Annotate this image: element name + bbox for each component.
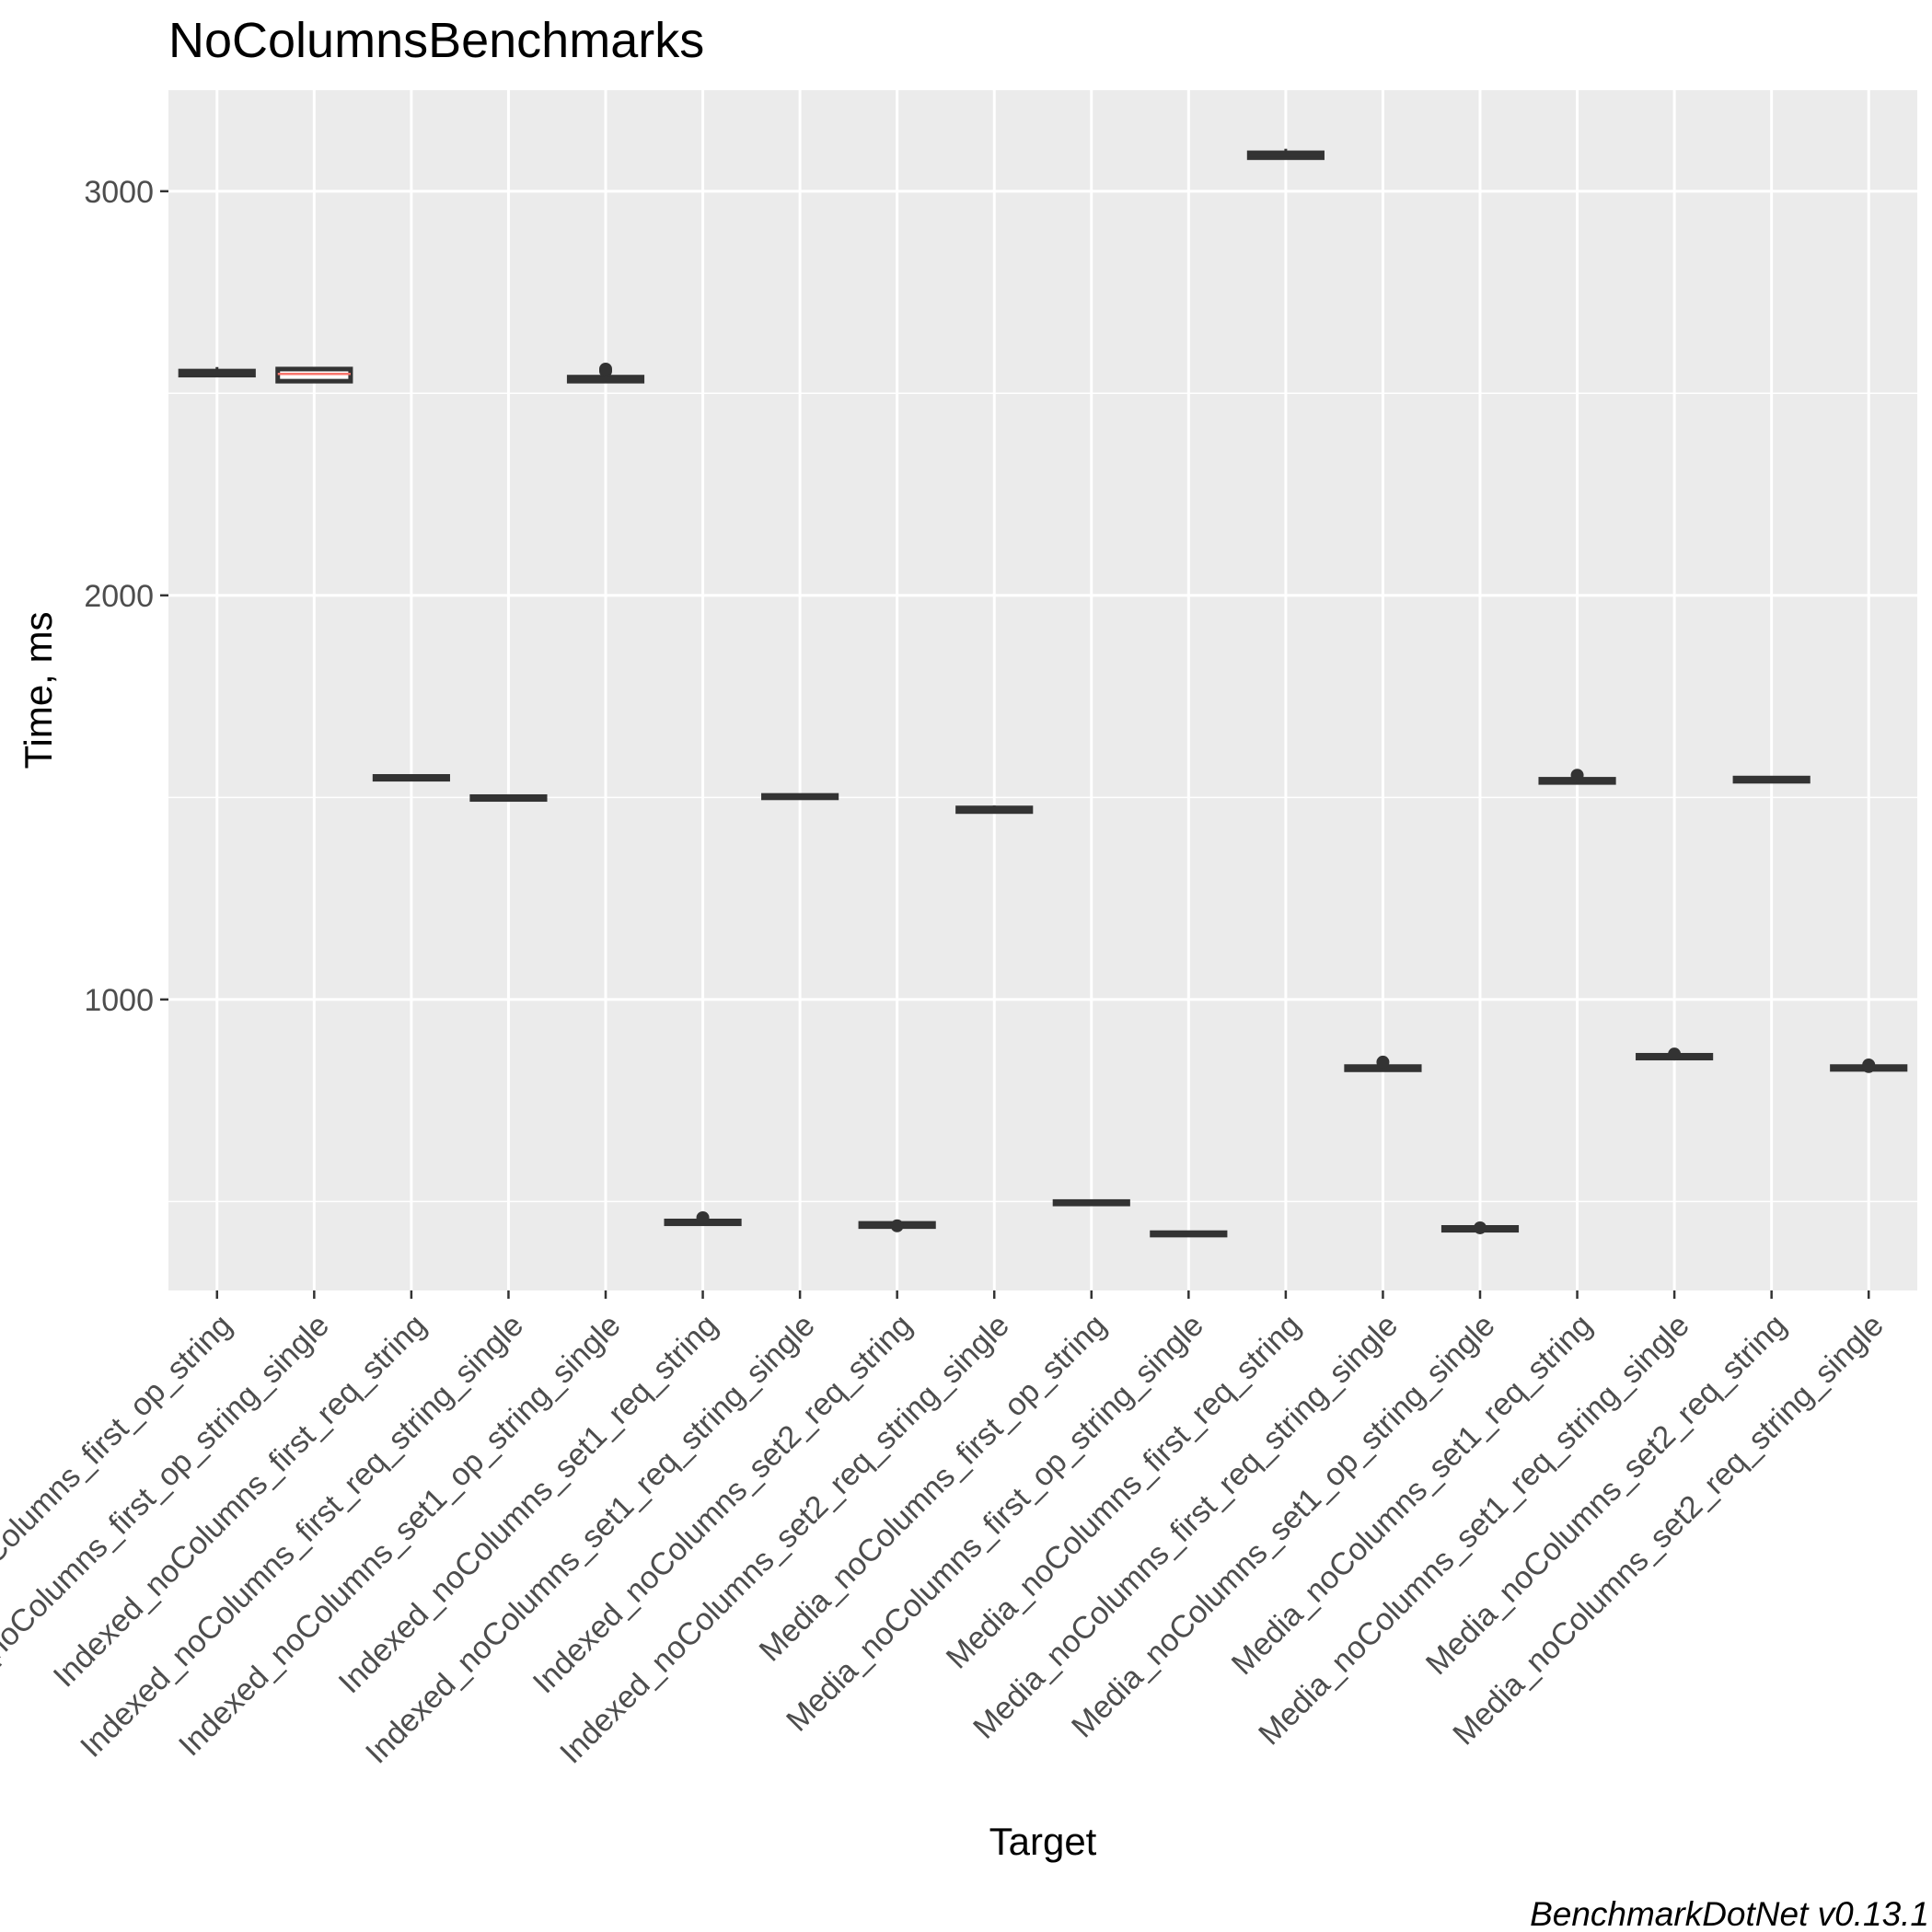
y-axis: 1000 2000 3000 [84,175,168,1018]
box-plot [1440,1221,1520,1234]
box-plot [178,366,256,378]
box-plot [1830,1059,1908,1073]
y-tick-label: 3000 [84,175,154,210]
box-plot [664,1210,742,1227]
box-plot [1246,148,1325,160]
box-plot [469,793,548,803]
grid-lines [168,90,1917,1290]
box-outlier-point [1376,1055,1390,1069]
box-plot [372,774,450,782]
box-body [275,366,353,384]
chart-title: NoColumnsBenchmarks [168,13,704,68]
y-axis-title: Time, ms [17,611,60,769]
x-tick-label: Indexed_noColumns_set2_req_string_single [553,1308,1016,1771]
box-outlier-point [1474,1221,1487,1234]
box-outlier-point [890,1219,904,1232]
x-tick-label: Indexed_noColumns_set1_req_string_single [359,1308,822,1771]
chart-caption: BenchmarkDotNet v0.13.1 [1530,1895,1929,1932]
box-plot [1344,1055,1422,1072]
y-tick-label: 2000 [84,579,154,614]
x-tick-label: Indexed_noColumns_first_req_string_singl… [74,1308,530,1764]
x-tick-label: Media_noColumns_first_req_string [940,1308,1308,1676]
box-outlier-point [1668,1047,1682,1061]
x-axis: Indexed_noColumns_first_op_stringIndexed… [0,1290,1891,1770]
x-tick-label: Indexed_noColumns_set1_op_string_single [172,1308,628,1764]
box-plot [275,366,353,384]
box-outlier-point [599,362,612,376]
box-plot [1150,1230,1228,1238]
box-plot [1538,769,1616,785]
box-plot [858,1219,936,1232]
box-plot [955,805,1034,815]
box-plot [1052,1198,1130,1207]
box-plots [178,148,1908,1238]
box-outlier-point [696,1210,710,1224]
x-tick-label: Media_noColumns_set2_req_string [1419,1308,1793,1682]
box-plot [761,792,839,801]
plot-panel [168,90,1917,1290]
box-outlier-point [1862,1059,1876,1073]
x-tick-label: Media_noColumns_set1_req_string [1225,1308,1599,1682]
y-tick-label: 1000 [84,983,154,1018]
box-plot [1732,775,1811,784]
x-tick-label: Media_noColumns_first_op_string [753,1308,1114,1669]
x-axis-title: Target [989,1820,1097,1863]
box-outlier-point [1570,769,1584,782]
box-plot [1636,1047,1714,1061]
box-plot [566,362,645,384]
